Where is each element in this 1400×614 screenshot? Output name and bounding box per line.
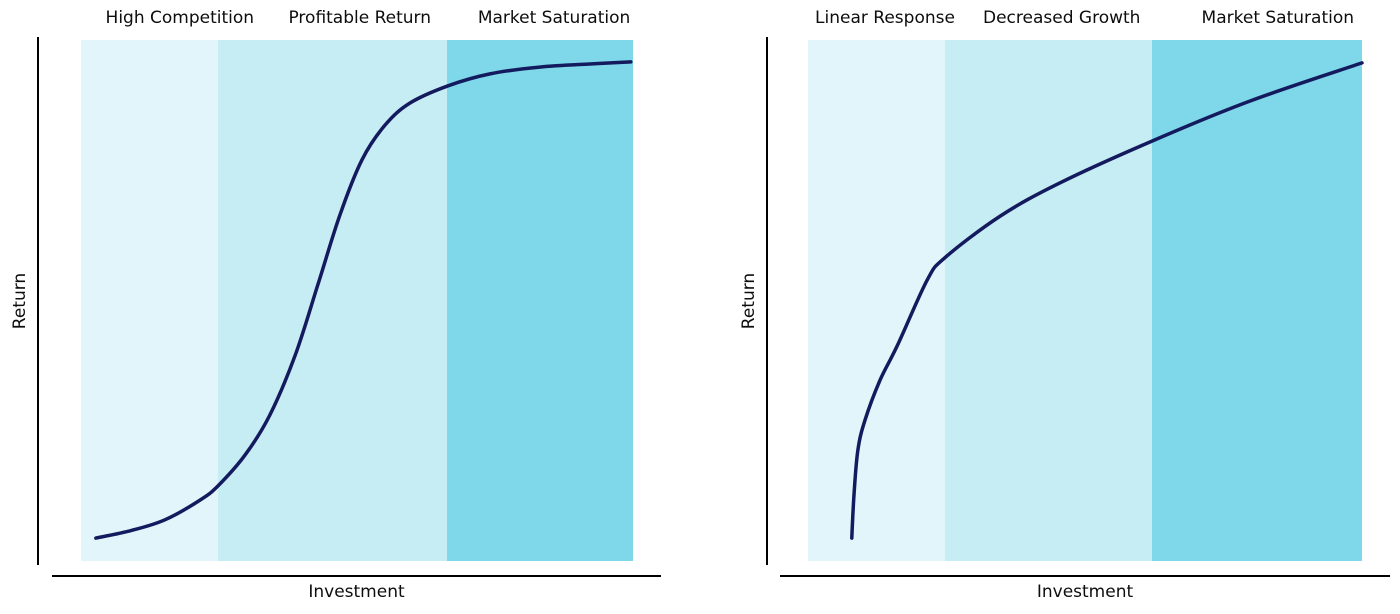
y-axis-label: Return <box>739 272 759 330</box>
zone-label-decreased-growth: Decreased Growth <box>983 8 1141 28</box>
x-axis-label: Investment <box>1036 582 1134 602</box>
diminishing-returns-plot-canvas <box>766 37 1390 577</box>
s-curve-plot-canvas <box>37 37 661 577</box>
return-curve <box>94 60 633 540</box>
chart-s-curve: High Competition Profitable Return Marke… <box>10 8 661 602</box>
zone-label-linear-response: Linear Response <box>815 8 955 28</box>
zone-label-market-saturation: Market Saturation <box>477 8 631 28</box>
zone-band <box>217 40 447 561</box>
zone-band <box>447 40 633 561</box>
zone-band <box>81 40 218 561</box>
return-curve <box>850 61 1364 540</box>
zone-band <box>944 40 1152 561</box>
y-axis-label: Return <box>10 272 30 330</box>
zone-label-profitable-return: Profitable Return <box>288 8 432 28</box>
zone-label-high-competition: High Competition <box>105 8 255 28</box>
zone-band <box>808 40 945 561</box>
zone-label-market-saturation: Market Saturation <box>1201 8 1355 28</box>
x-axis-label: Investment <box>308 582 405 602</box>
chart-diminishing-returns: Linear Response Decreased Growth Market … <box>700 0 1400 614</box>
zone-band <box>1152 40 1362 561</box>
